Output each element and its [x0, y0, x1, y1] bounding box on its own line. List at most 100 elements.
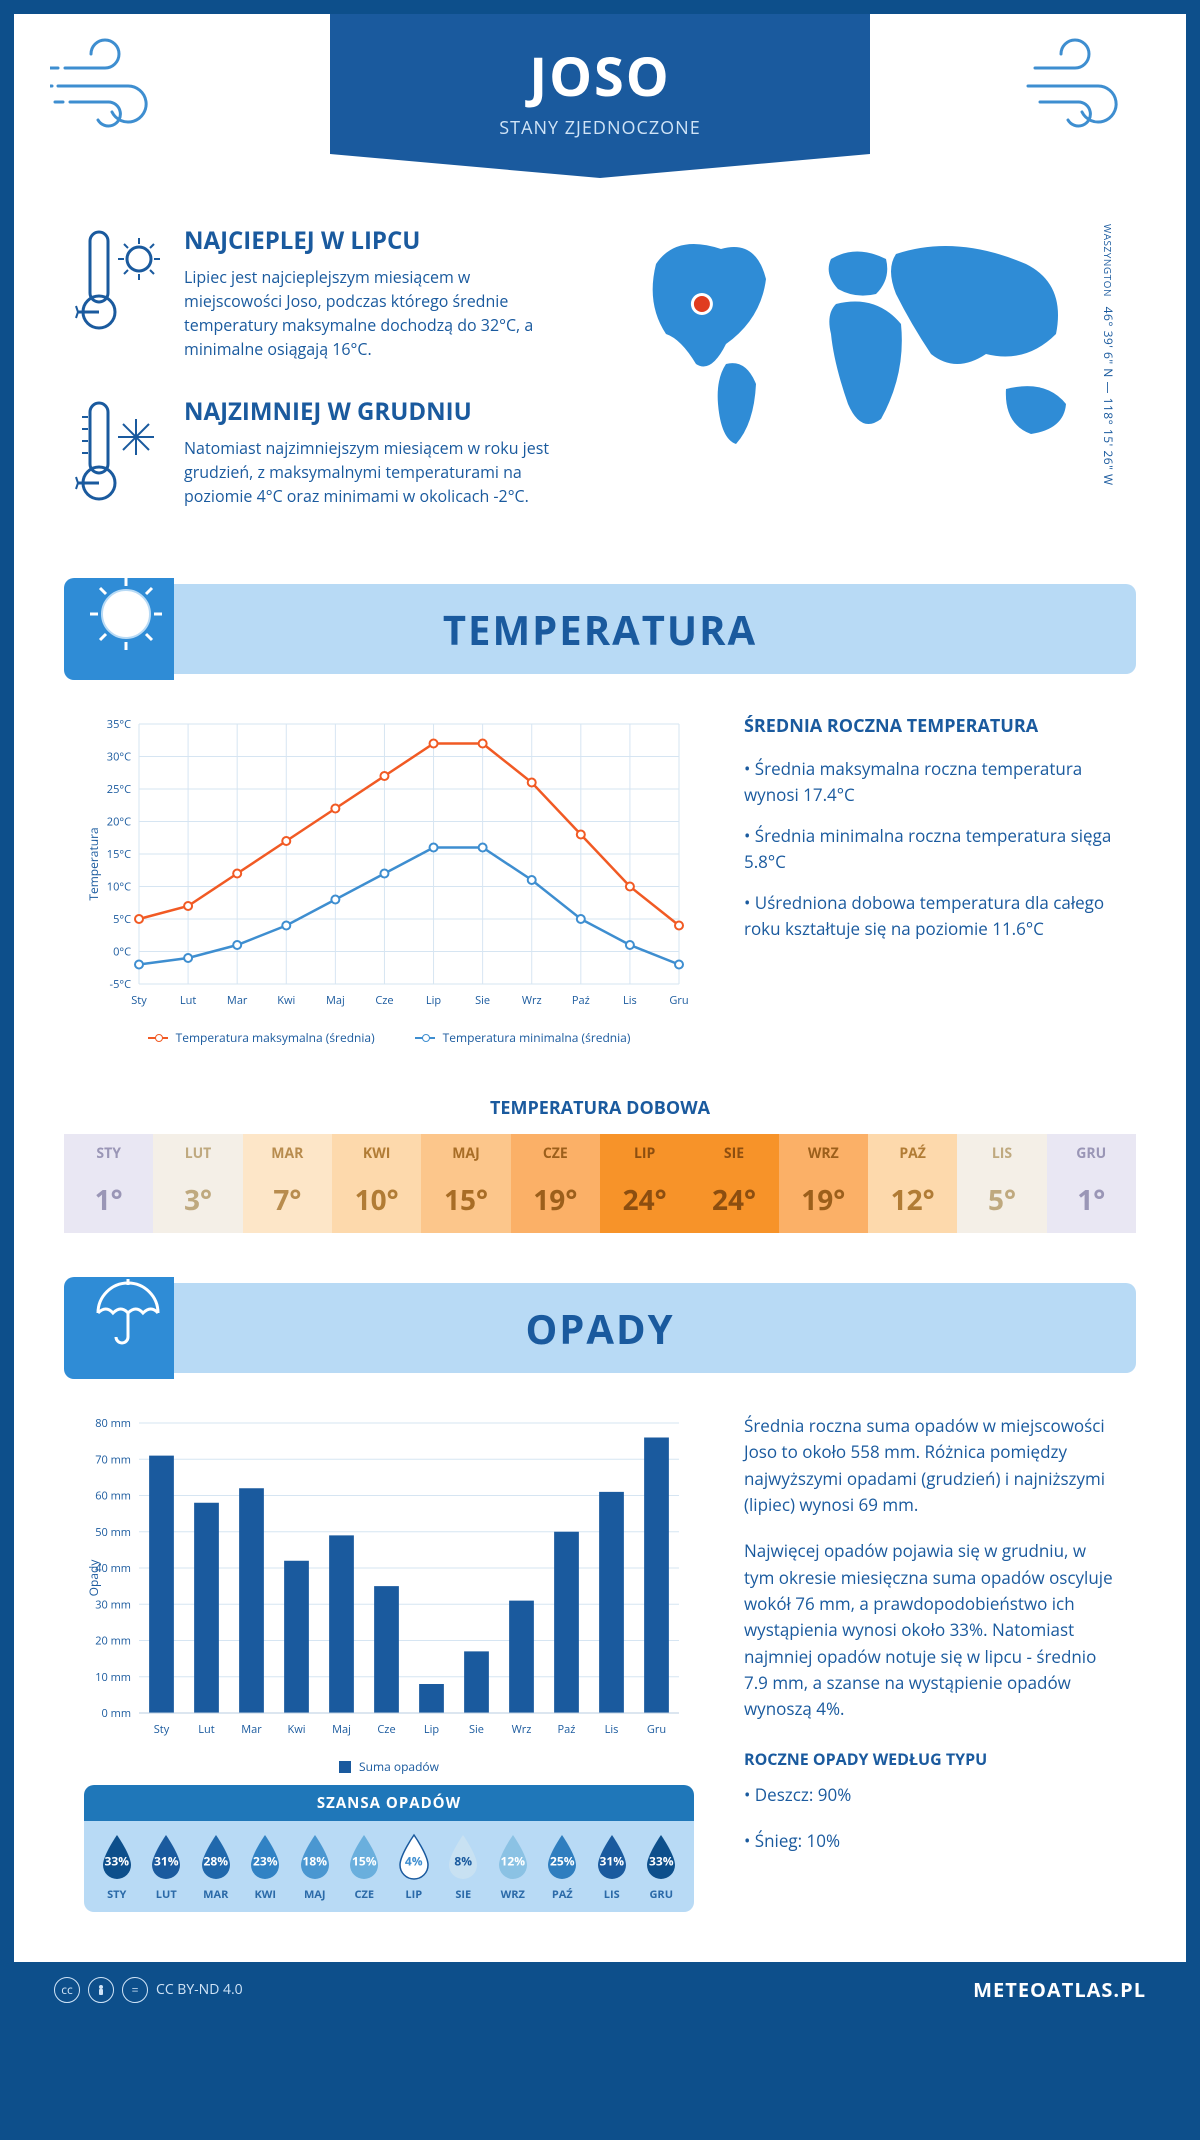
- chance-month: MAR: [191, 1887, 241, 1902]
- temp-stat-point: • Średnia maksymalna roczna temperatura …: [744, 756, 1116, 807]
- chance-pct: 12%: [500, 1852, 525, 1869]
- chance-month: WRZ: [488, 1887, 538, 1902]
- svg-text:Lut: Lut: [180, 993, 196, 1008]
- daily-value: 19°: [511, 1181, 600, 1219]
- svg-text:Wrz: Wrz: [512, 1722, 532, 1737]
- chance-month: LUT: [142, 1887, 192, 1902]
- chance-cell: 23% KWI: [241, 1833, 291, 1902]
- svg-text:Opady: Opady: [85, 1559, 102, 1597]
- svg-text:Kwi: Kwi: [277, 993, 295, 1008]
- precip-type-point: • Deszcz: 90%: [744, 1782, 1116, 1808]
- daily-month: STY: [64, 1144, 153, 1163]
- chance-cell: 33% STY: [92, 1833, 142, 1902]
- cc-icon: cc: [54, 1977, 80, 2003]
- chance-cell: 25% PAŹ: [538, 1833, 588, 1902]
- daily-value: 1°: [64, 1181, 153, 1219]
- footer: cc = CC BY-ND 4.0 METEOATLAS.PL: [14, 1962, 1186, 2017]
- svg-text:30 mm: 30 mm: [95, 1597, 131, 1612]
- chance-month: KWI: [241, 1887, 291, 1902]
- temperature-header: TEMPERATURA: [64, 584, 1136, 674]
- temperature-content: -5°C0°C5°C10°C15°C20°C25°C30°C35°CStyLut…: [14, 674, 1186, 1076]
- drop-icon: 18%: [295, 1833, 335, 1881]
- umbrella-icon: [86, 1273, 164, 1356]
- state-label: WASZYNGTON: [1101, 224, 1115, 297]
- chance-month: SIE: [439, 1887, 489, 1902]
- legend-max: Temperatura maksymalna (średnia): [148, 1029, 375, 1046]
- fact-warm-title: NAJCIEPLEJ W LIPCU: [184, 224, 564, 257]
- chance-pct: 28%: [203, 1852, 228, 1869]
- daily-value: 1°: [1047, 1181, 1136, 1219]
- temperature-legend: Temperatura maksymalna (średnia) Tempera…: [84, 1029, 694, 1046]
- temperature-title: TEMPERATURA: [443, 602, 757, 657]
- by-icon: [88, 1977, 114, 2003]
- daily-cell: SIE 24°: [689, 1134, 778, 1233]
- header: JOSO STANY ZJEDNOCZONE: [14, 14, 1186, 194]
- svg-text:60 mm: 60 mm: [95, 1489, 131, 1504]
- legend-precip-label: Suma opadów: [359, 1758, 439, 1775]
- chance-month: PAŹ: [538, 1887, 588, 1902]
- chance-panel: SZANSA OPADÓW 33% STY 31% LUT 28% MAR 23…: [84, 1785, 694, 1912]
- svg-text:Lut: Lut: [198, 1722, 214, 1737]
- svg-text:Cze: Cze: [377, 1722, 395, 1737]
- svg-text:Wrz: Wrz: [522, 993, 542, 1008]
- chance-month: GRU: [637, 1887, 687, 1902]
- daily-value: 7°: [243, 1181, 332, 1219]
- fact-warm-text: Lipiec jest najcieplejszym miesiącem w m…: [184, 265, 564, 361]
- daily-month: SIE: [689, 1144, 778, 1163]
- svg-text:5°C: 5°C: [113, 912, 131, 927]
- precip-type-point: • Śnieg: 10%: [744, 1828, 1116, 1854]
- daily-value: 12°: [868, 1181, 957, 1219]
- fact-coldest: NAJZIMNIEJ W GRUDNIU Natomiast najzimnie…: [74, 395, 586, 510]
- page: JOSO STANY ZJEDNOCZONE NAJCIEPLEJ W LIPC…: [0, 0, 1200, 2031]
- svg-text:Lis: Lis: [623, 993, 637, 1008]
- svg-text:50 mm: 50 mm: [95, 1525, 131, 1540]
- daily-month: CZE: [511, 1144, 600, 1163]
- svg-text:Mar: Mar: [227, 993, 248, 1008]
- license-block: cc = CC BY-ND 4.0: [54, 1977, 243, 2003]
- chance-cell: 31% LUT: [142, 1833, 192, 1902]
- daily-cell: LIP24°: [600, 1134, 689, 1233]
- chance-pct: 15%: [352, 1852, 377, 1869]
- svg-text:Gru: Gru: [647, 1722, 666, 1737]
- svg-text:Cze: Cze: [375, 993, 393, 1008]
- svg-text:Sty: Sty: [131, 993, 147, 1008]
- daily-month: GRU: [1047, 1144, 1136, 1163]
- chance-title: SZANSA OPADÓW: [84, 1785, 694, 1821]
- precip-chart-column: 0 mm10 mm20 mm30 mm40 mm50 mm60 mm70 mm8…: [84, 1413, 694, 1912]
- fact-cold-text: Natomiast najzimniejszym miesiącem w rok…: [184, 436, 564, 508]
- svg-text:35°C: 35°C: [107, 717, 131, 732]
- svg-text:Mar: Mar: [241, 1722, 262, 1737]
- daily-month: LUT: [153, 1144, 242, 1163]
- chance-month: LIS: [587, 1887, 637, 1902]
- svg-text:Sty: Sty: [154, 1722, 170, 1737]
- chance-pct: 23%: [253, 1852, 278, 1869]
- chance-cell: 28% MAR: [191, 1833, 241, 1902]
- daily-value: 10°: [332, 1181, 421, 1219]
- svg-text:Maj: Maj: [326, 993, 345, 1008]
- daily-value: 24°: [689, 1181, 778, 1219]
- temperature-chart: -5°C0°C5°C10°C15°C20°C25°C30°C35°CStyLut…: [84, 714, 694, 1046]
- svg-text:Lip: Lip: [426, 993, 442, 1008]
- temp-stat-point: • Średnia minimalna roczna temperatura s…: [744, 823, 1116, 874]
- svg-text:10 mm: 10 mm: [95, 1670, 131, 1685]
- daily-cell: CZE 19°: [511, 1134, 600, 1233]
- nd-icon: =: [122, 1977, 148, 2003]
- coords-value: 46° 39' 6" N — 118° 15' 26" W: [1100, 307, 1117, 486]
- chance-pct: 18%: [302, 1852, 327, 1869]
- svg-text:0 mm: 0 mm: [101, 1706, 131, 1721]
- svg-text:Temperatura: Temperatura: [85, 827, 102, 900]
- map-block: WASZYNGTON 46° 39' 6" N — 118° 15' 26" W: [626, 224, 1126, 544]
- svg-text:15°C: 15°C: [107, 847, 131, 862]
- drop-icon: 28%: [196, 1833, 236, 1881]
- drop-icon: 33%: [97, 1833, 137, 1881]
- brand-label: METEOATLAS.PL: [973, 1976, 1146, 2003]
- sun-icon: [86, 574, 166, 659]
- drop-icon: 31%: [592, 1833, 632, 1881]
- svg-text:20 mm: 20 mm: [95, 1634, 131, 1649]
- temperature-stats: ŚREDNIA ROCZNA TEMPERATURA • Średnia mak…: [744, 714, 1116, 1046]
- svg-text:Lip: Lip: [424, 1722, 440, 1737]
- svg-text:Kwi: Kwi: [287, 1722, 305, 1737]
- drop-icon: 23%: [245, 1833, 285, 1881]
- svg-text:70 mm: 70 mm: [95, 1452, 131, 1467]
- svg-text:Gru: Gru: [669, 993, 688, 1008]
